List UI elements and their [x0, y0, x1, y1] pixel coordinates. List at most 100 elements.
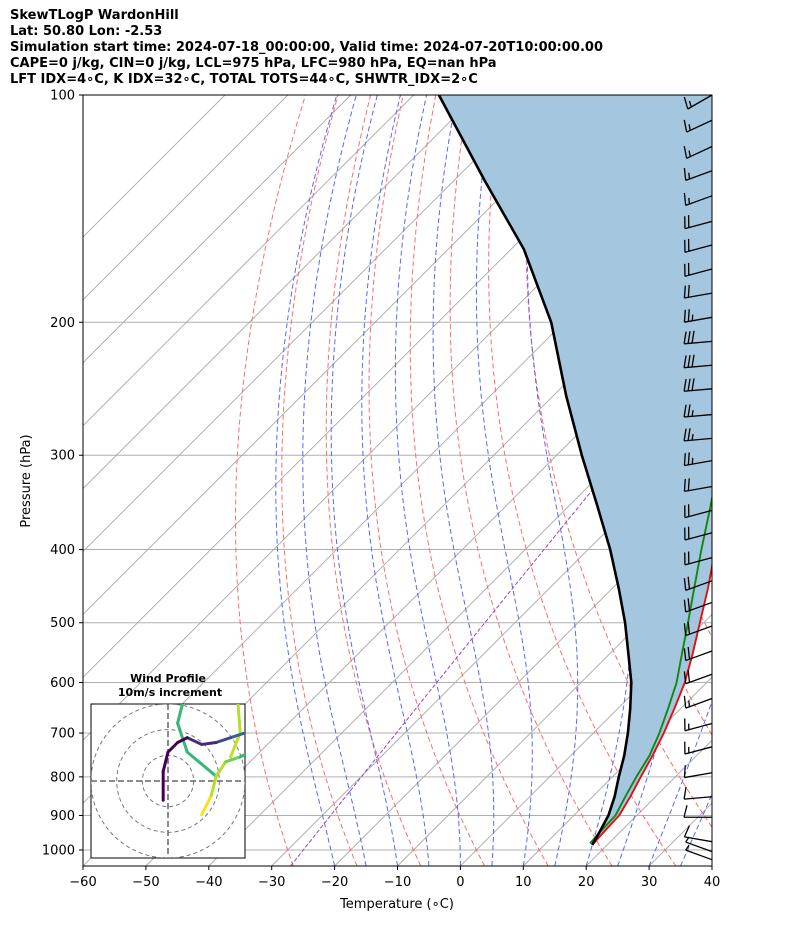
hodograph-trace-segment: [166, 741, 180, 754]
hodograph-trace-segment: [209, 774, 218, 797]
hodograph-trace-segment: [185, 750, 218, 778]
hodograph-trace-segment: [224, 755, 242, 764]
hodograph-trace-segment: [214, 736, 233, 744]
hodograph-trace-segment: [236, 704, 242, 735]
isotherm: [460, 613, 712, 866]
dry-adiabat: [235, 95, 306, 866]
dry-adiabat: [762, 95, 794, 866]
x-tick-label: −10: [384, 875, 411, 890]
wind-barb: [683, 576, 713, 591]
wind-barb: [684, 215, 713, 230]
hodograph-trace-segment: [238, 752, 245, 759]
dry-adiabat: [281, 95, 358, 866]
y-tick-label: 600: [50, 676, 75, 691]
moist-adiabat: [617, 95, 700, 866]
x-axis-label: Temperature (∘C): [339, 897, 454, 912]
y-tick-label: 300: [50, 449, 75, 464]
x-tick-label: 30: [641, 875, 658, 890]
moist-adiabat: [526, 95, 579, 866]
moist-adiabat: [432, 95, 495, 866]
y-axis-label: Pressure (hPa): [19, 434, 34, 527]
isotherm: [83, 95, 289, 301]
wind-barb: [683, 119, 713, 133]
isotherm: [711, 865, 712, 866]
moist-adiabat: [302, 95, 367, 866]
hodograph-trace-segment: [161, 750, 170, 773]
moist-adiabat: [361, 95, 430, 866]
dry-adiabat: [325, 95, 422, 866]
dry-adiabat: [729, 95, 794, 866]
cape-cin-shading: [438, 95, 712, 845]
moist-adiabat: [680, 792, 712, 866]
location-line: Lat: 50.80 Lon: -2.53: [10, 24, 163, 39]
moist-adiabat: [711, 864, 712, 866]
y-tick-label: 900: [50, 809, 75, 824]
x-tick-label: −30: [258, 875, 285, 890]
wind-barb: [683, 598, 713, 613]
isotherm: [83, 95, 540, 553]
isotherm: [334, 487, 712, 866]
wind-barb: [683, 478, 713, 492]
chart-title: SkewTLogP WardonHill: [10, 8, 179, 23]
moist-adiabat: [275, 95, 338, 866]
wind-barb: [683, 805, 712, 818]
x-tick-label: −20: [321, 875, 348, 890]
hodograph-subtitle: 10m/s increment: [118, 686, 222, 699]
wind-barb: [684, 238, 713, 253]
wind-barb: [684, 718, 713, 732]
hodograph-trace-segment: [229, 731, 242, 759]
hodograph-trace-segment: [221, 666, 235, 676]
time-line: Simulation start time: 2024-07-18_00:00:…: [10, 40, 603, 55]
indices-line-2: LFT IDX=4∘C, K IDX=32∘C, TOTAL TOTS=44∘C…: [10, 72, 478, 87]
x-tick-label: 40: [704, 875, 721, 890]
dewpoint-line: [589, 493, 712, 845]
wind-barb: [683, 284, 713, 299]
dry-adiabat: [488, 95, 677, 866]
wind-barb: [683, 330, 713, 345]
hodograph-trace-segment: [214, 760, 228, 778]
wind-barb: [683, 378, 713, 392]
hodograph-trace-segment: [176, 704, 184, 725]
moist-adiabat: [394, 95, 461, 866]
indices-line-1: CAPE=0 j/kg, CIN=0 j/kg, LCL=975 hPa, LF…: [10, 56, 497, 71]
isotherm: [83, 95, 226, 238]
isotherm: [83, 95, 603, 616]
x-tick-label: 0: [456, 875, 464, 890]
wind-barb: [683, 670, 713, 685]
wind-barb: [683, 765, 713, 779]
isotherm: [83, 95, 477, 490]
parcel-line: [437, 95, 633, 846]
hodograph-trace-segment: [200, 793, 213, 817]
wind-barb: [684, 551, 713, 566]
wind-barb: [683, 404, 713, 418]
wind-barb: [683, 193, 713, 207]
hodograph-trace-segment: [243, 731, 245, 735]
isotherm: [397, 550, 712, 866]
x-tick-label: −60: [69, 875, 96, 890]
wind-barb: [683, 309, 713, 323]
x-tick-label: 20: [578, 875, 595, 890]
wind-barb: [683, 452, 713, 467]
x-tick-label: −40: [195, 875, 222, 890]
y-tick-label: 1000: [42, 844, 75, 859]
wind-barb: [683, 354, 713, 369]
wind-barb: [684, 526, 713, 541]
wind-barb: [683, 94, 713, 110]
moist-adiabat: [330, 95, 398, 866]
wind-barb: [684, 504, 713, 519]
dry-adiabat: [525, 95, 712, 828]
x-tick-label: −50: [132, 875, 159, 890]
x-tick-label: 10: [515, 875, 532, 890]
y-tick-label: 700: [50, 727, 75, 742]
wind-barb: [684, 262, 713, 277]
wind-barb: [684, 741, 713, 755]
hodograph-trace-segment: [229, 731, 245, 740]
dry-adiabat: [368, 95, 485, 866]
y-tick-label: 200: [50, 316, 75, 331]
hodograph-trace-segment: [176, 736, 189, 744]
wind-barb: [683, 786, 713, 800]
wind-barb: [683, 428, 713, 442]
hodograph-trace-segment: [185, 736, 204, 746]
wind-barb: [683, 646, 713, 662]
